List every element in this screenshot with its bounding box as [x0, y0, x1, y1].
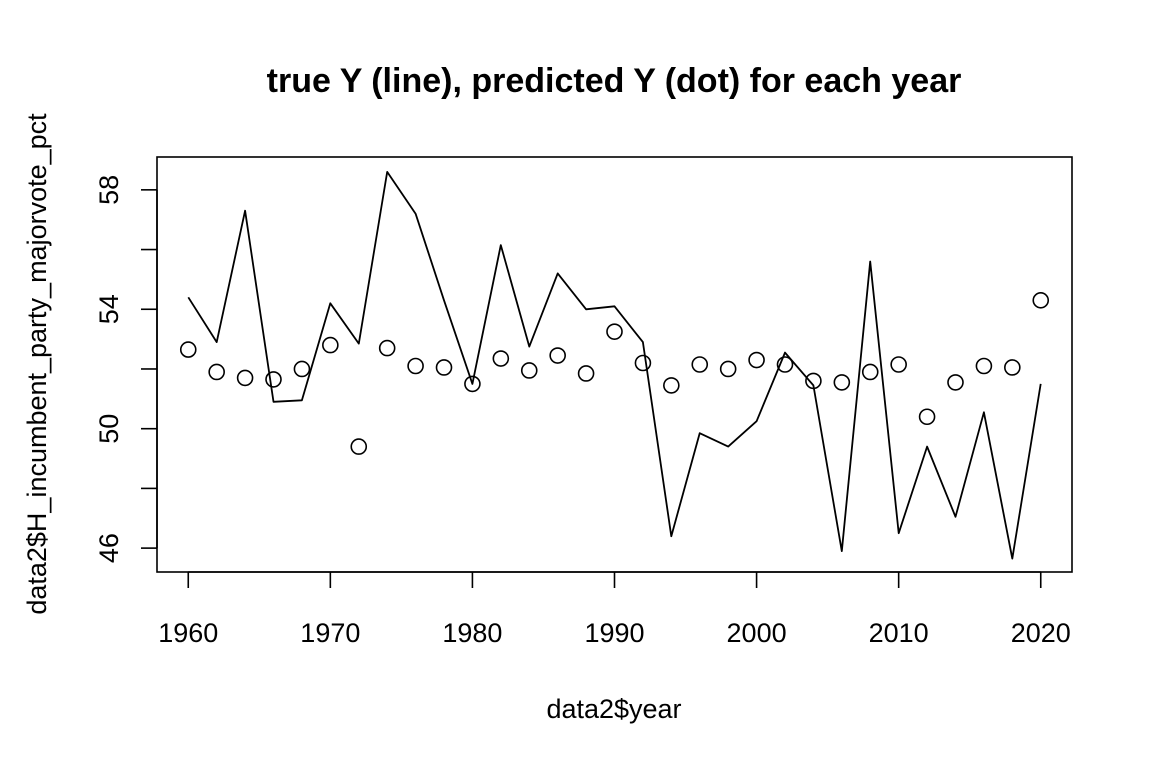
predicted-y-point	[577, 365, 595, 382]
predicted-y-point	[805, 372, 822, 390]
y-tick-label: 58	[94, 175, 124, 205]
predicted-y-point	[350, 438, 368, 455]
predicted-y-point	[748, 351, 765, 369]
x-axis: 1960 1970 1980 1990 2000 2010 2020	[158, 571, 1071, 648]
predicted-y-point	[606, 323, 623, 340]
y-tick-label: 54	[94, 294, 124, 324]
predicted-y-point	[975, 357, 993, 375]
x-tick-label: 2000	[727, 618, 787, 648]
predicted-y-point	[293, 360, 311, 378]
y-axis-label: data2$H_incumbent_party_majorvote_pct	[22, 113, 52, 615]
predicted-y-point	[861, 363, 879, 381]
predicted-y-point	[663, 377, 680, 394]
predicted-y-point	[1004, 359, 1021, 376]
y-tick-label: 50	[94, 414, 124, 444]
chart-title: true Y (line), predicted Y (dot) for eac…	[267, 62, 962, 100]
predicted-y-point	[208, 363, 225, 381]
predicted-y-point	[634, 354, 652, 372]
predicted-y-point	[179, 341, 197, 358]
plot-frame	[156, 156, 1073, 573]
y-tick-label: 46	[94, 533, 124, 563]
predicted-y-point	[265, 371, 282, 388]
true-y-series	[187, 170, 1042, 560]
x-tick-label: 1990	[584, 618, 644, 648]
predicted-y-point	[833, 374, 851, 391]
predicted-y-point	[1032, 292, 1050, 309]
predicted-y-point	[322, 336, 339, 354]
true-y-line	[187, 170, 1042, 560]
predicted-y-point	[407, 357, 424, 375]
predicted-y-point	[492, 350, 510, 367]
x-tick-label: 2020	[1011, 618, 1071, 648]
x-tick-label: 1960	[158, 618, 218, 648]
x-tick-label: 2010	[869, 618, 929, 648]
predicted-y-point	[947, 374, 964, 391]
x-tick-label: 1980	[442, 618, 502, 648]
predicted-y-point	[918, 408, 936, 426]
predicted-y-point	[776, 356, 794, 373]
y-axis: 46 50 54 58	[94, 175, 158, 563]
predicted-y-point	[719, 360, 737, 378]
predicted-y-point	[236, 369, 254, 387]
predicted-y-point	[520, 362, 538, 379]
predicted-y-point	[464, 375, 481, 393]
x-axis-label: data2$year	[546, 694, 681, 724]
x-tick-label: 1970	[300, 618, 360, 648]
predicted-y-point	[549, 347, 566, 364]
predicted-y-point	[435, 359, 453, 376]
predicted-y-point	[378, 339, 396, 357]
predicted-y-point	[691, 356, 709, 373]
predicted-y-series	[179, 292, 1050, 455]
predicted-y-point	[890, 356, 907, 373]
